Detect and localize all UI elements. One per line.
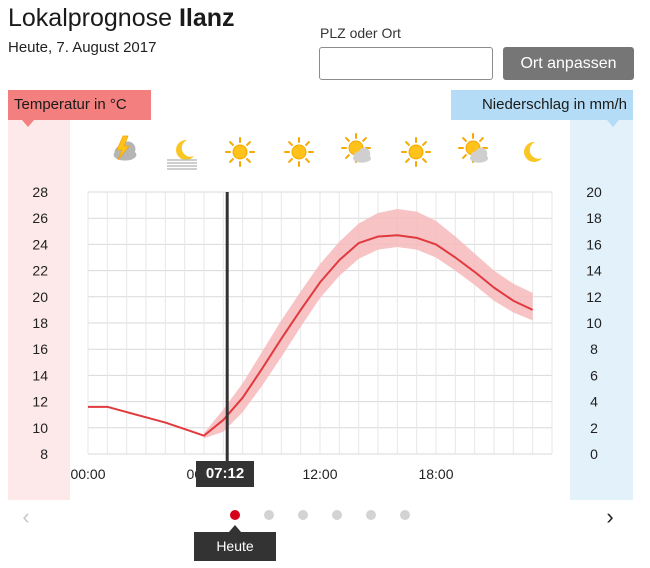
today-label: Heute — [194, 532, 276, 561]
precipitation-tick-label: 14 — [586, 263, 602, 279]
precipitation-tick-label: 20 — [586, 184, 602, 200]
weather-icons-row — [114, 134, 542, 169]
precipitation-tick-label: 12 — [586, 289, 602, 305]
precipitation-tick-label: 0 — [590, 446, 598, 462]
precipitation-tick-label: 2 — [590, 420, 598, 436]
day-dot[interactable] — [400, 510, 410, 520]
temperature-tick-label: 20 — [32, 289, 48, 305]
chart-grid — [88, 192, 552, 454]
precipitation-tick-label: 4 — [590, 394, 598, 410]
time-tick-label: 18:00 — [418, 466, 453, 482]
temperature-tick-label: 10 — [32, 420, 48, 436]
sun-icon — [226, 138, 254, 166]
thunder-cloud-icon — [114, 136, 137, 161]
sun-icon — [402, 138, 430, 166]
precipitation-tick-label: 8 — [590, 341, 598, 357]
temperature-tick-label: 22 — [32, 263, 48, 279]
precipitation-tick-label: 10 — [586, 315, 602, 331]
temperature-tick-label: 14 — [32, 367, 48, 383]
sun-icon — [285, 138, 313, 166]
moon-fog-icon — [167, 140, 197, 169]
time-tick-label: 00:00 — [70, 466, 105, 482]
temperature-tick-label: 28 — [32, 184, 48, 200]
current-time-badge: 07:12 — [196, 461, 254, 487]
temperature-range-band-layer — [204, 209, 533, 438]
temperature-tick-label: 12 — [32, 394, 48, 410]
temperature-tick-label: 16 — [32, 341, 48, 357]
next-day-button[interactable]: › — [598, 504, 622, 530]
sun-cloud-icon — [459, 134, 488, 163]
temperature-ticks: 28 26 24 22 20 18 16 14 12 10 8 — [32, 184, 48, 462]
temperature-tick-label: 18 — [32, 315, 48, 331]
precipitation-tick-label: 16 — [586, 236, 602, 252]
temperature-line — [88, 235, 533, 435]
temperature-tick-label: 24 — [32, 236, 48, 252]
day-dot[interactable] — [264, 510, 274, 520]
moon-icon — [524, 142, 542, 162]
temperature-line-layer — [88, 235, 533, 435]
temperature-range-band — [204, 209, 533, 438]
precipitation-tick-label: 18 — [586, 210, 602, 226]
time-tick-label: 12:00 — [302, 466, 337, 482]
day-dot[interactable] — [230, 510, 240, 520]
sun-cloud-icon — [342, 134, 371, 163]
temperature-tick-label: 26 — [32, 210, 48, 226]
previous-day-button[interactable]: ‹ — [14, 504, 38, 530]
precipitation-tick-label: 6 — [590, 367, 598, 383]
day-dot[interactable] — [332, 510, 342, 520]
day-dot[interactable] — [366, 510, 376, 520]
temperature-tick-label: 8 — [40, 446, 48, 462]
day-dot[interactable] — [298, 510, 308, 520]
